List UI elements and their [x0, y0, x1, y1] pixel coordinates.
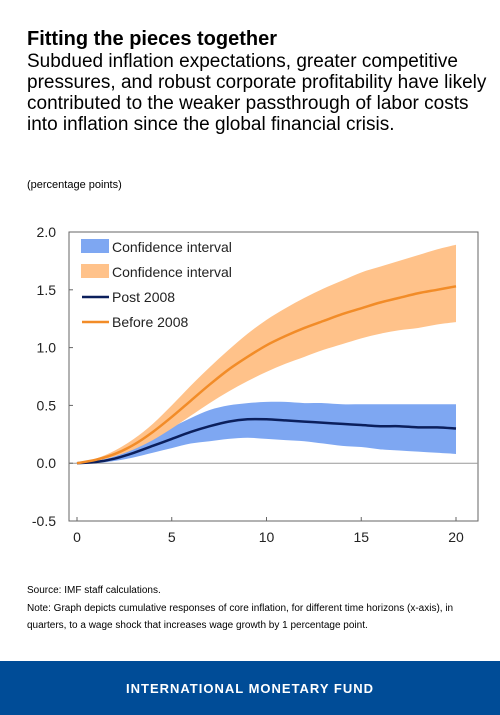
- chart-note: Note: Graph depicts cumulative responses…: [27, 603, 454, 631]
- chart-subtitle: Subdued inflation expectations, greater …: [27, 51, 487, 135]
- confidence-band-1: [77, 401, 456, 464]
- plot-frame: [68, 231, 479, 522]
- y-tick-label: 2.0: [37, 224, 57, 240]
- post-2008-line: [76, 417, 457, 465]
- x-tick-label: 5: [168, 529, 176, 545]
- chart-title: Fitting the pieces together: [27, 28, 278, 50]
- x-tick-label: 10: [259, 529, 275, 545]
- legend-label: Before 2008: [112, 314, 188, 330]
- x-tick-label: 15: [353, 529, 369, 545]
- line-chart: 2.0 1.5 1.0 0.5 0.0 -0.5 0 5 10 15 20 Confidence i…: [32, 224, 479, 545]
- y-tick-label: 0.0: [37, 455, 57, 471]
- confidence-band-2: [77, 244, 456, 464]
- source-note: Source: IMF staff calculations.: [27, 585, 161, 596]
- x-tick-label: 0: [73, 529, 81, 545]
- y-tick-label: 0.5: [37, 397, 57, 413]
- unit-label: (percentage points): [27, 179, 122, 191]
- legend-label: Confidence interval: [112, 264, 232, 280]
- y-tick-label: 1.0: [37, 340, 57, 356]
- legend-swatch-band: [81, 264, 109, 278]
- y-tick-label: -0.5: [32, 513, 56, 529]
- legend-swatch-band: [81, 239, 109, 253]
- legend-label: Post 2008: [112, 289, 175, 305]
- x-tick-label: 20: [448, 529, 464, 545]
- legend-label: Confidence interval: [112, 239, 232, 255]
- y-tick-label: 1.5: [37, 282, 57, 298]
- brand-name: INTERNATIONAL MONETARY FUND: [126, 680, 374, 696]
- before-2008-line: [76, 285, 457, 465]
- brand-footer: INTERNATIONAL MONETARY FUND: [0, 661, 500, 715]
